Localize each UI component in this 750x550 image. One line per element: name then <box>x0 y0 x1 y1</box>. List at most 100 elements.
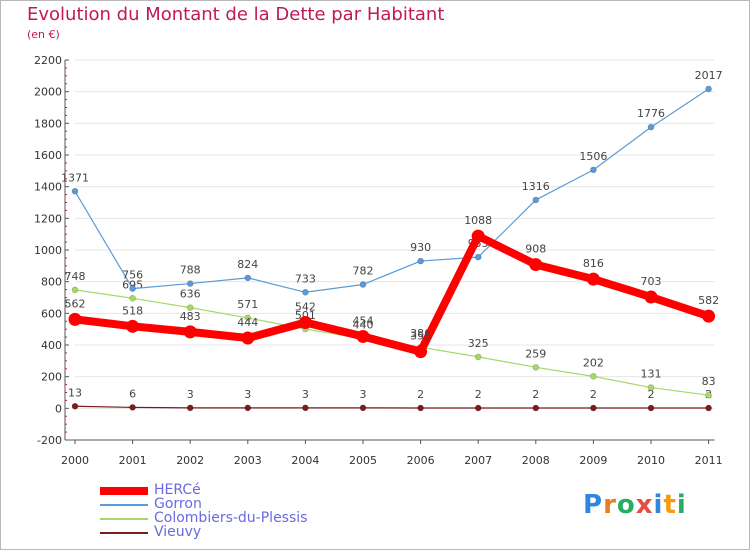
data-label: 358 <box>410 330 431 343</box>
x-tick-label: 2009 <box>579 454 607 467</box>
data-label: 6 <box>129 387 136 400</box>
data-point <box>186 280 194 287</box>
x-tick-label: 2011 <box>695 454 723 467</box>
x-tick-label: 2002 <box>176 454 204 467</box>
data-point <box>529 258 543 272</box>
data-label: 2 <box>648 388 655 401</box>
chart-title: Evolution du Montant de la Dette par Hab… <box>27 4 445 25</box>
x-tick-label: 2000 <box>61 454 89 467</box>
data-label: 444 <box>237 316 258 329</box>
data-point <box>532 364 540 371</box>
data-point <box>244 404 252 412</box>
y-tick-label: 1000 <box>34 244 62 257</box>
data-point <box>68 312 82 326</box>
y-tick-label: 400 <box>41 339 62 352</box>
data-label: 542 <box>295 301 316 314</box>
data-label: 824 <box>237 258 258 271</box>
y-tick-label: 2200 <box>34 54 62 67</box>
data-label: 3 <box>302 388 309 401</box>
legend-swatch <box>100 532 148 534</box>
legend-swatch <box>100 487 148 495</box>
data-point <box>71 286 79 294</box>
data-label: 3 <box>244 388 251 401</box>
x-tick-label: 2006 <box>407 454 435 467</box>
data-label: 908 <box>525 243 546 256</box>
data-point <box>241 331 255 345</box>
data-point <box>471 229 485 243</box>
proxiti-logo: Proxiti <box>583 490 687 520</box>
data-label: 748 <box>65 270 86 283</box>
data-label: 636 <box>180 288 201 301</box>
data-label: 518 <box>122 304 143 317</box>
x-tick-label: 2001 <box>119 454 147 467</box>
data-label: 131 <box>641 368 662 381</box>
data-point <box>590 373 597 380</box>
data-point <box>705 391 712 399</box>
data-label: 83 <box>702 375 716 388</box>
data-label: 582 <box>698 294 719 307</box>
data-label: 788 <box>180 264 201 277</box>
data-label: 1371 <box>61 171 89 184</box>
data-point <box>244 314 252 322</box>
data-point <box>244 274 252 282</box>
legend-label: Gorron <box>154 496 202 512</box>
data-point <box>474 404 482 412</box>
y-tick-label: 2000 <box>34 86 62 99</box>
data-label: 562 <box>65 297 86 310</box>
data-point <box>647 123 655 131</box>
y-tick-label: -200 <box>37 434 62 447</box>
data-point <box>129 404 136 411</box>
data-point <box>417 257 424 265</box>
data-label: 1088 <box>464 214 492 227</box>
x-tick-label: 2007 <box>464 454 492 467</box>
x-tick-label: 2005 <box>349 454 377 467</box>
data-label: 2 <box>590 388 597 401</box>
series-line-vieuvy <box>74 405 710 409</box>
logo-letter: i <box>676 490 687 520</box>
data-point <box>705 85 712 93</box>
data-point <box>359 281 367 288</box>
chart-subtitle: (en €) <box>27 28 60 41</box>
data-point <box>183 325 197 339</box>
data-point <box>647 384 655 391</box>
y-tick-label: 1400 <box>34 181 62 194</box>
data-label: 756 <box>122 269 143 282</box>
x-tick-label: 2010 <box>637 454 665 467</box>
data-label: 13 <box>68 386 82 399</box>
data-point <box>302 404 309 412</box>
logo-letter: o <box>616 490 636 520</box>
series-line-herc- <box>71 232 713 356</box>
legend-label: Colombiers-du-Plessis <box>154 510 308 526</box>
data-point <box>356 329 370 343</box>
y-tick-label: 0 <box>55 402 62 415</box>
data-point <box>586 272 600 286</box>
y-tick-label: 200 <box>41 371 62 384</box>
data-point <box>417 404 424 412</box>
legend-swatch <box>100 518 148 520</box>
data-point <box>71 187 79 195</box>
data-point <box>474 253 482 261</box>
data-point <box>126 319 140 333</box>
data-label: 259 <box>525 347 546 360</box>
data-label: 1506 <box>579 150 607 163</box>
y-tick-label: 1800 <box>34 117 62 130</box>
x-tick-label: 2004 <box>291 454 319 467</box>
data-point <box>644 290 658 304</box>
data-label: 703 <box>641 275 662 288</box>
y-tick-label: 1200 <box>34 212 62 225</box>
data-point <box>590 166 597 174</box>
data-label: 3 <box>360 388 367 401</box>
series-line-gorron <box>74 88 710 293</box>
legend-swatch <box>100 504 148 506</box>
data-label: 2 <box>532 388 539 401</box>
data-point <box>302 288 309 296</box>
data-point <box>298 316 312 330</box>
legend-label: Vieuvy <box>154 524 202 540</box>
data-label: 440 <box>353 319 374 332</box>
y-tick-label: 800 <box>41 276 62 289</box>
logo-letter: i <box>653 490 664 520</box>
logo-letter: P <box>583 490 604 520</box>
logo-letter: x <box>635 490 654 520</box>
logo-letter: r <box>603 490 617 520</box>
